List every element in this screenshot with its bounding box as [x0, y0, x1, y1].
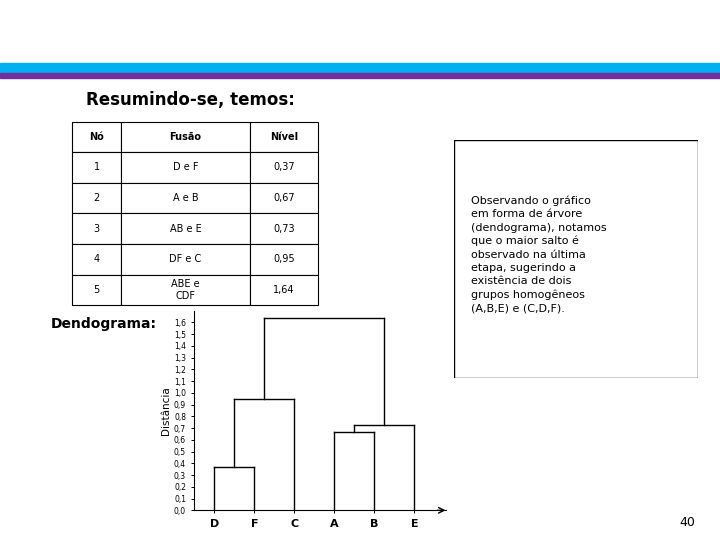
Bar [72, 244, 121, 274]
Text: 40: 40 [680, 516, 696, 529]
Text: 0,37: 0,37 [273, 163, 295, 172]
Text: Dendograma:: Dendograma: [50, 317, 156, 331]
Bar [121, 244, 250, 274]
Bar [72, 274, 121, 305]
Text: 0,73: 0,73 [273, 224, 295, 234]
Text: ABE e
CDF: ABE e CDF [171, 279, 200, 301]
Text: Nó: Nó [89, 132, 104, 142]
Bar [121, 152, 250, 183]
Bar [72, 122, 121, 152]
Bar [250, 152, 318, 183]
Bar [250, 183, 318, 213]
Bar [250, 274, 318, 305]
Bar [121, 183, 250, 213]
Y-axis label: Distância: Distância [161, 386, 171, 435]
Text: Nível: Nível [270, 132, 298, 142]
Bar [72, 152, 121, 183]
Bar [72, 183, 121, 213]
Text: 3: 3 [94, 224, 99, 234]
Text: DF e C: DF e C [169, 254, 202, 264]
Text: 4: 4 [94, 254, 99, 264]
Text: Observando o gráfico
em forma de árvore
(dendograma), notamos
que o maior salto : Observando o gráfico em forma de árvore … [471, 195, 606, 313]
Bar [121, 122, 250, 152]
Bar [250, 122, 318, 152]
Text: Fusão: Fusão [169, 132, 202, 142]
Text: A e B: A e B [173, 193, 198, 203]
Bar [121, 274, 250, 305]
Text: 2: 2 [94, 193, 100, 203]
Text: 1: 1 [94, 163, 99, 172]
Text: Resumindo-se, temos:: Resumindo-se, temos: [86, 91, 295, 109]
Text: 0,67: 0,67 [273, 193, 295, 203]
Text: 5: 5 [94, 285, 100, 295]
Bar [72, 213, 121, 244]
Text: D e F: D e F [173, 163, 198, 172]
Bar [250, 213, 318, 244]
Text: 0,95: 0,95 [273, 254, 295, 264]
Text: 1,64: 1,64 [274, 285, 294, 295]
Bar [250, 244, 318, 274]
Text: AB e E: AB e E [170, 224, 202, 234]
Bar [121, 213, 250, 244]
